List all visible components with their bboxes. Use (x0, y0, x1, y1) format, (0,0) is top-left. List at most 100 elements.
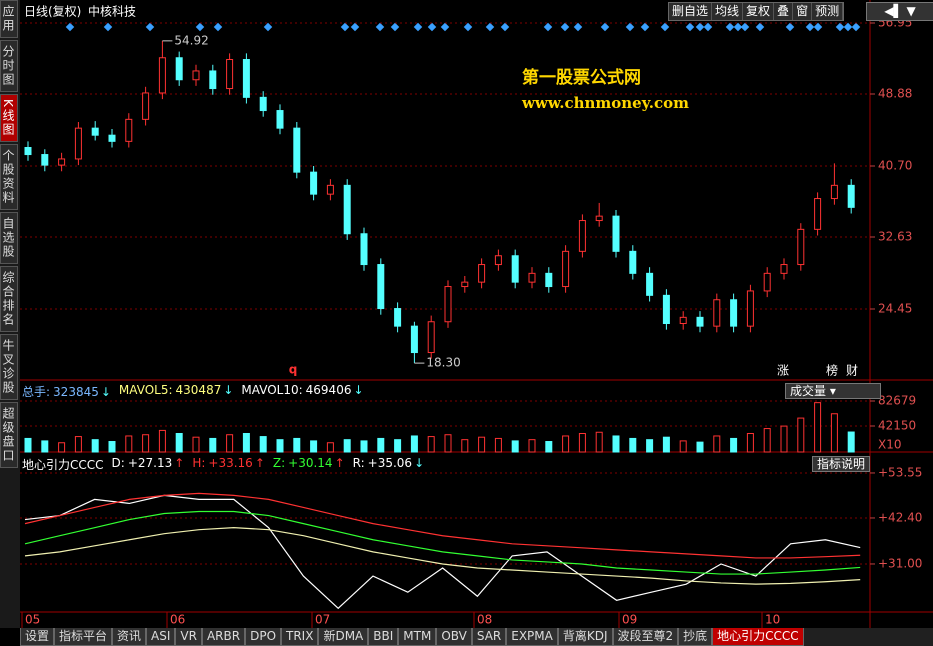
high-label: 54.92 (174, 33, 208, 47)
legend-value: 323845 (53, 385, 99, 399)
candle-body (360, 233, 368, 266)
volume-bar (830, 413, 838, 453)
indicator-tab[interactable]: VR (175, 628, 202, 646)
candle-body (410, 325, 418, 354)
indicator-tab[interactable]: OBV (436, 628, 472, 646)
candle-body (612, 215, 620, 252)
legend-arrow: ↑ (254, 456, 265, 470)
sidebar-tab[interactable]: 自选股 (0, 211, 18, 264)
indicator-tab[interactable]: 指标平台 (54, 628, 113, 646)
indicator-tab[interactable]: 抄底 (678, 628, 713, 646)
toolbar-button[interactable]: 叠 (774, 3, 794, 20)
toolbar-button[interactable]: 复权 (743, 3, 775, 20)
indicator-tab[interactable]: 地心引力CCCC (712, 628, 804, 646)
legend-value: +30.14 (288, 456, 333, 470)
volume-bar (326, 442, 334, 453)
volume-bar (394, 439, 402, 453)
sidebar-tab[interactable]: K线图 (0, 94, 18, 142)
volume-bar (662, 436, 670, 453)
legend-item: Z: +30.14 ↑ (273, 456, 345, 473)
sidebar-tab[interactable]: 个股资料 (0, 143, 18, 210)
indicator-tab[interactable]: TRIX (281, 628, 319, 646)
watermark: www.chnmoney.com (521, 94, 689, 112)
legend-arrow: ↑ (174, 456, 185, 470)
volume-bar (847, 431, 855, 453)
candle-body (679, 316, 687, 325)
indicator-tab[interactable]: 背离KDJ (557, 628, 613, 646)
volume-bar (259, 436, 267, 453)
indicator-line (24, 492, 861, 559)
indicator-tab[interactable]: EXPMA (506, 628, 558, 646)
indicator-tab[interactable]: BBI (368, 628, 399, 646)
unit-label: X10 (878, 438, 902, 452)
volume-bar (612, 435, 620, 453)
sidebar-tab[interactable]: 牛叉诊股 (0, 333, 18, 400)
candle-body (545, 272, 553, 288)
signal-diamond (427, 22, 437, 32)
date-label: 08 (477, 613, 492, 627)
sidebar: 应用分时图 K线图 个股资料 自选股 综合排名 牛叉诊股 超级盘口 (0, 0, 20, 628)
toolbar-button[interactable]: 删自选 (669, 3, 713, 20)
volume-bar (41, 440, 49, 453)
indicator-tab[interactable]: SAR (471, 628, 507, 646)
candle-body (276, 110, 284, 129)
indicator-tab[interactable]: MTM (398, 628, 437, 646)
toolbar-button[interactable]: 均线 (712, 3, 744, 20)
indicator-tab[interactable]: ASI (146, 628, 176, 646)
marker: 涨 (777, 363, 789, 378)
indicator-tab[interactable]: 波段至尊2 (612, 628, 679, 646)
volume-bar (293, 437, 301, 453)
candle-body (377, 264, 385, 310)
candle-body (326, 184, 334, 195)
volume-selector[interactable]: 成交量 ▾ (785, 383, 881, 399)
marker: 榜 (826, 363, 838, 378)
volume-bar (528, 439, 536, 453)
date-label: 10 (765, 613, 780, 627)
candle-body (562, 250, 570, 288)
candle-body (343, 184, 351, 235)
candle-body (763, 272, 771, 292)
indicator-tab[interactable]: 新DMA (318, 628, 369, 646)
indicator-tab[interactable]: ARBR (201, 628, 246, 646)
volume-bar (310, 440, 318, 453)
candle-body (814, 198, 822, 230)
legend-name: D: (111, 456, 125, 470)
indicator-help[interactable]: 指标说明 (812, 456, 871, 472)
volume-bar (646, 439, 654, 453)
candle-body (41, 154, 49, 166)
volume-bar (343, 439, 351, 453)
signal-diamond (375, 22, 385, 32)
signal-diamond (463, 22, 473, 32)
sidebar-tab[interactable]: 综合排名 (0, 265, 18, 332)
legend-arrow: ↓ (100, 385, 111, 399)
volume-bar (158, 429, 166, 453)
background (20, 0, 933, 628)
volume-bar (276, 439, 284, 453)
volume-bar (545, 441, 553, 453)
nav-buttons[interactable]: ◀▌ ▼ (866, 2, 933, 21)
toolbar-button[interactable]: 预测 (812, 3, 844, 20)
candle-body (646, 272, 654, 296)
legend-name: H: (192, 456, 206, 470)
candle-body (74, 127, 82, 160)
sidebar-tab[interactable]: 超级盘口 (0, 401, 18, 468)
toolbar-button[interactable]: 窗 (793, 3, 813, 20)
indicator-tab[interactable]: 设置 (20, 628, 55, 646)
sidebar-tab[interactable]: 应用 (0, 0, 18, 38)
stock-name: 中核科技 (88, 4, 136, 19)
candle-body (746, 290, 754, 327)
legend-value: 430487 (175, 383, 222, 397)
volume-bar (142, 434, 150, 453)
indicator-tab[interactable]: 资讯 (112, 628, 147, 646)
volume-bar (511, 440, 519, 453)
candle-body (58, 158, 66, 166)
indicator-tab[interactable]: DPO (245, 628, 282, 646)
volume-bar (746, 432, 754, 453)
candle-body (461, 281, 469, 288)
signal-diamond (413, 22, 423, 32)
candle-body (494, 255, 502, 266)
legend-value: 469406 (305, 383, 352, 397)
volume-bar (444, 434, 452, 453)
sidebar-tab[interactable]: 分时图 (0, 40, 18, 92)
indicator-line (24, 527, 861, 585)
